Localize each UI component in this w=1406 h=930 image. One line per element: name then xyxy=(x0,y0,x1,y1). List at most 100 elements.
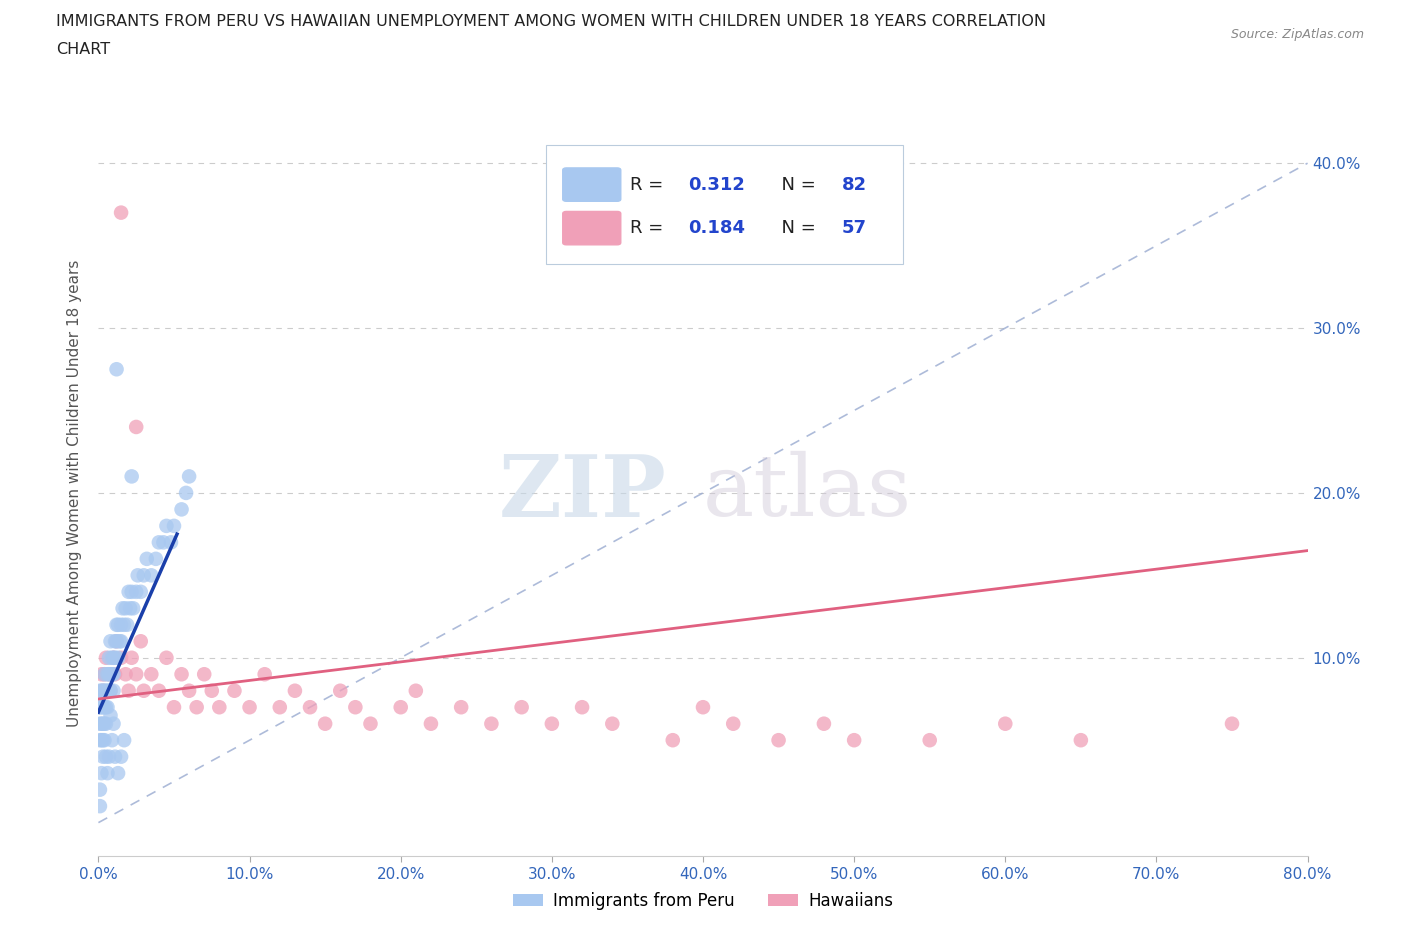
Point xyxy=(122,601,145,616)
Point xyxy=(112,733,135,748)
Point xyxy=(91,684,114,698)
Point xyxy=(141,667,163,682)
Point xyxy=(98,750,121,764)
Point xyxy=(91,750,114,764)
Point xyxy=(114,601,136,616)
Text: ZIP: ZIP xyxy=(499,451,666,535)
Point xyxy=(186,699,208,714)
Point xyxy=(994,716,1017,731)
Point xyxy=(125,419,148,434)
Text: 82: 82 xyxy=(842,176,868,193)
Text: Source: ZipAtlas.com: Source: ZipAtlas.com xyxy=(1230,28,1364,41)
Point xyxy=(314,716,336,731)
Point xyxy=(299,699,322,714)
FancyBboxPatch shape xyxy=(546,145,903,264)
Point xyxy=(360,716,382,731)
Point xyxy=(813,716,835,731)
Point xyxy=(844,733,866,748)
Point xyxy=(179,684,201,698)
Point xyxy=(155,650,177,665)
Point xyxy=(129,634,152,649)
Point xyxy=(107,650,129,665)
Point xyxy=(110,634,132,649)
Point xyxy=(96,667,118,682)
Point xyxy=(662,733,685,748)
Point xyxy=(91,684,114,698)
Point xyxy=(132,568,155,583)
Point xyxy=(93,667,115,682)
Point xyxy=(135,551,157,566)
Point xyxy=(98,684,121,698)
Point xyxy=(94,716,117,731)
Point xyxy=(103,650,125,665)
Point xyxy=(103,667,125,682)
Point xyxy=(89,799,111,814)
Point xyxy=(152,535,174,550)
Point xyxy=(120,601,142,616)
Point xyxy=(155,518,177,533)
Point xyxy=(344,699,367,714)
Point xyxy=(90,699,112,714)
Point xyxy=(115,618,138,632)
Point xyxy=(100,684,122,698)
Point xyxy=(571,699,593,714)
Point xyxy=(89,716,111,731)
Point xyxy=(405,684,427,698)
Point xyxy=(114,667,136,682)
Point xyxy=(90,667,112,682)
Text: IMMIGRANTS FROM PERU VS HAWAIIAN UNEMPLOYMENT AMONG WOMEN WITH CHILDREN UNDER 18: IMMIGRANTS FROM PERU VS HAWAIIAN UNEMPLO… xyxy=(56,14,1046,29)
Point xyxy=(104,750,127,764)
Point xyxy=(170,667,193,682)
Point xyxy=(91,733,114,748)
Point xyxy=(160,535,183,550)
Point xyxy=(163,699,186,714)
Point xyxy=(98,667,121,682)
Point xyxy=(112,618,135,632)
Point xyxy=(100,684,122,698)
Point xyxy=(224,684,246,698)
Point xyxy=(90,733,112,748)
Point xyxy=(174,485,197,500)
FancyBboxPatch shape xyxy=(562,168,621,201)
Point xyxy=(101,667,124,682)
Point xyxy=(420,716,443,731)
Point xyxy=(107,765,129,780)
Point xyxy=(105,362,128,377)
Point xyxy=(101,650,124,665)
Point xyxy=(602,716,624,731)
Point xyxy=(93,667,115,682)
Point xyxy=(170,502,193,517)
Point xyxy=(127,568,149,583)
Point xyxy=(94,650,117,665)
Point xyxy=(118,684,141,698)
Point xyxy=(1220,716,1243,731)
Point xyxy=(98,650,121,665)
Text: atlas: atlas xyxy=(703,451,912,535)
Point xyxy=(121,650,143,665)
Point xyxy=(768,733,790,748)
Point xyxy=(94,750,117,764)
Text: N =: N = xyxy=(769,176,821,193)
Point xyxy=(98,667,121,682)
Point xyxy=(148,535,170,550)
Text: 0.312: 0.312 xyxy=(689,176,745,193)
Point xyxy=(110,750,132,764)
Text: CHART: CHART xyxy=(56,42,110,57)
Text: R =: R = xyxy=(630,176,669,193)
Point xyxy=(90,684,112,698)
Point xyxy=(110,206,132,220)
Point xyxy=(104,634,127,649)
Point xyxy=(89,684,111,698)
Point xyxy=(329,684,352,698)
Point xyxy=(692,699,714,714)
Point xyxy=(105,618,128,632)
Point xyxy=(132,684,155,698)
Point xyxy=(96,699,118,714)
Point xyxy=(93,699,115,714)
Point xyxy=(110,618,132,632)
Point xyxy=(239,699,262,714)
Point xyxy=(284,684,307,698)
Point xyxy=(107,618,129,632)
FancyBboxPatch shape xyxy=(562,211,621,245)
Point xyxy=(481,716,503,731)
